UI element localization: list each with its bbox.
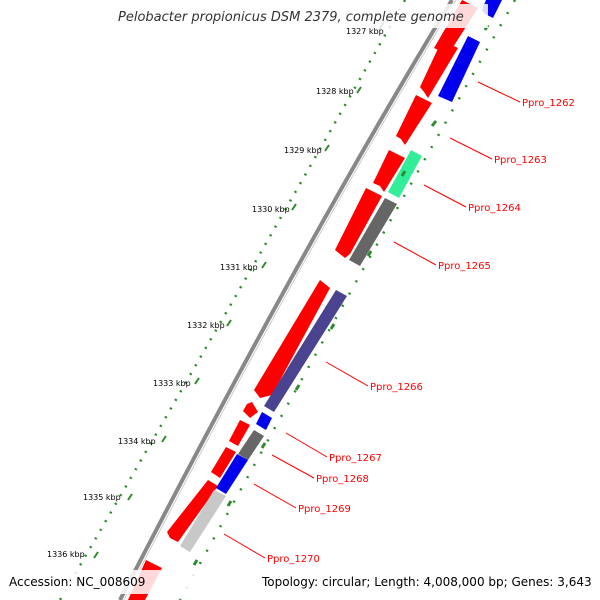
gene-label: Ppro_1262 bbox=[522, 98, 575, 109]
gene-label: Ppro_1265 bbox=[438, 261, 491, 272]
tick bbox=[430, 120, 438, 127]
gene-label: Ppro_1263 bbox=[494, 155, 547, 166]
tick bbox=[366, 250, 373, 257]
leader-lines bbox=[223, 81, 521, 559]
leader-line bbox=[253, 483, 297, 509]
cds-arrow bbox=[211, 447, 236, 478]
cds-arrow bbox=[396, 95, 432, 145]
map-title: Pelobacter propionicus DSM 2379, complet… bbox=[118, 10, 464, 25]
kbp-tick bbox=[194, 377, 200, 385]
cds-arrow bbox=[167, 480, 218, 542]
gene-label: Ppro_1268 bbox=[316, 474, 369, 485]
cds-arrow bbox=[373, 150, 405, 192]
kbp-label: 1335 kbp bbox=[83, 493, 121, 502]
gene-label: Ppro_1267 bbox=[329, 453, 382, 464]
footer-backing bbox=[0, 570, 600, 594]
leader-line bbox=[449, 137, 493, 160]
title-backing bbox=[112, 4, 488, 28]
leader-line bbox=[271, 454, 315, 479]
kbp-label: 1336 kbp bbox=[47, 550, 85, 559]
feature-block-gray bbox=[238, 430, 264, 460]
tick bbox=[294, 384, 301, 391]
tick bbox=[400, 170, 407, 177]
accession-text: Accession: NC_008609 bbox=[9, 575, 145, 589]
feature-block-blue bbox=[256, 412, 272, 430]
kbp-tick bbox=[291, 203, 297, 211]
kbp-tick bbox=[261, 261, 267, 269]
gene-label: Ppro_1269 bbox=[298, 504, 351, 515]
kbp-label: 1334 kbp bbox=[118, 437, 156, 446]
feature-block-gray bbox=[349, 198, 397, 266]
kbp-tick bbox=[324, 144, 330, 152]
feature-track bbox=[180, 0, 502, 552]
kbp-tick bbox=[127, 493, 133, 501]
tick bbox=[192, 559, 199, 566]
leader-line bbox=[325, 361, 369, 387]
cds-arrow bbox=[254, 280, 330, 398]
gene-label: Ppro_1266 bbox=[370, 382, 423, 393]
feature-block-blue bbox=[216, 454, 248, 494]
summary-text: Topology: circular; Length: 4,008,000 bp… bbox=[261, 575, 592, 589]
kbp-tick bbox=[161, 435, 167, 443]
cds-arrow bbox=[420, 40, 458, 98]
feature-block-lightgray bbox=[180, 490, 226, 552]
leader-line bbox=[285, 432, 328, 458]
gene-label: Ppro_1270 bbox=[267, 554, 320, 565]
tick bbox=[329, 323, 336, 330]
kbp-label: 1328 kbp bbox=[316, 87, 354, 96]
kbp-label: 1329 kbp bbox=[284, 146, 322, 155]
feature-block-purple bbox=[264, 290, 347, 412]
feature-block-blue bbox=[438, 36, 480, 102]
kbp-label: 1327 kbp bbox=[346, 27, 384, 36]
backbone-shadow bbox=[123, 0, 457, 600]
kbp-label: 1332 kbp bbox=[187, 321, 225, 330]
tick bbox=[260, 442, 267, 449]
kbp-label: 1333 kbp bbox=[153, 379, 191, 388]
leader-line bbox=[223, 533, 266, 559]
kbp-tick bbox=[93, 551, 99, 559]
gene-label: Ppro_1264 bbox=[468, 203, 521, 214]
kbp-label: 1330 kbp bbox=[252, 205, 290, 214]
leader-line bbox=[477, 81, 521, 103]
tick bbox=[226, 500, 233, 507]
leader-line bbox=[393, 241, 437, 266]
kbp-label: 1331 kbp bbox=[220, 263, 258, 272]
cds-arrow bbox=[229, 420, 250, 446]
backbone-arc bbox=[118, 0, 454, 600]
kbp-tick bbox=[226, 319, 232, 327]
kbp-tick bbox=[356, 86, 362, 94]
leader-line bbox=[423, 184, 467, 208]
feature-block-green bbox=[388, 150, 422, 198]
cds-arrow bbox=[335, 188, 382, 258]
cds-arrow bbox=[243, 402, 258, 418]
kbp-tick-track bbox=[58, 0, 407, 600]
